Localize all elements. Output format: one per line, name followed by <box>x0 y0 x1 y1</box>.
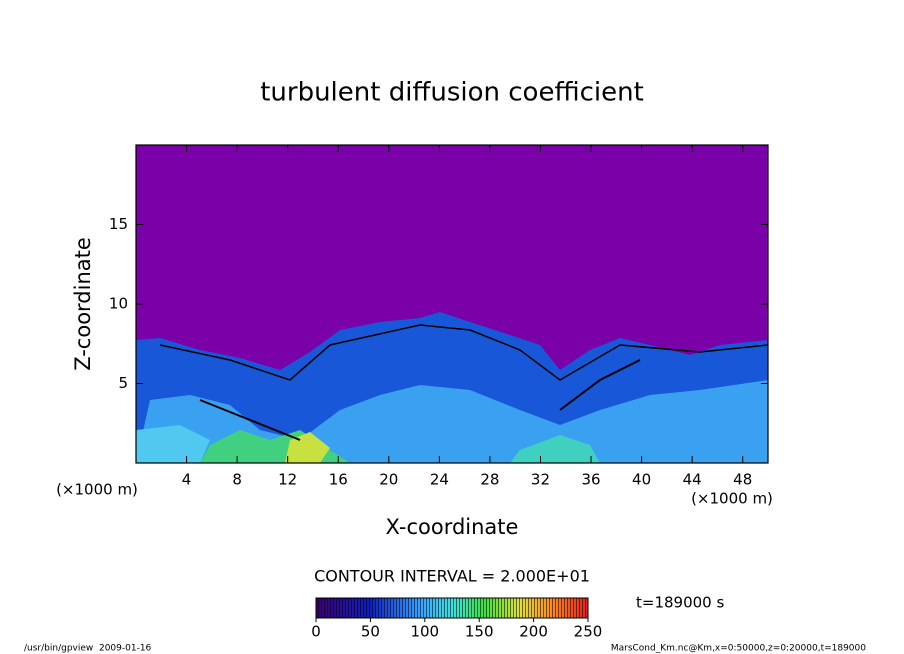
y-axis-label: Z-coordinate <box>71 237 95 371</box>
x-axis-label: X-coordinate <box>386 515 519 539</box>
x-tick-label: 36 <box>581 471 600 489</box>
y-tick-label: 5 <box>118 374 128 392</box>
x-tick-label: 40 <box>632 471 651 489</box>
colorbar-frame <box>315 597 589 619</box>
x-tick-label: 24 <box>430 471 449 489</box>
colorbar-tick-label: 50 <box>361 623 380 641</box>
x-tick-label: 8 <box>232 471 242 489</box>
colorbar-tick-label: 100 <box>410 623 439 641</box>
x-tick-label: 12 <box>278 471 297 489</box>
y-tick-label: 15 <box>109 215 128 233</box>
chart-title: turbulent diffusion coefficient <box>260 78 644 108</box>
footer-right: MarsCond_Km.nc@Km,x=0:50000,z=0:20000,t=… <box>611 644 866 654</box>
field <box>136 145 769 463</box>
x-tick-label: 28 <box>480 471 499 489</box>
x-tick-label: 32 <box>531 471 550 489</box>
y-unit: (×1000 m) <box>56 481 138 499</box>
x-unit: (×1000 m) <box>691 490 773 508</box>
y-tick-label: 10 <box>109 295 128 313</box>
contour-interval: CONTOUR INTERVAL = 2.000E+01 <box>314 567 590 586</box>
colorbar-tick-label: 0 <box>311 623 321 641</box>
footer-left: /usr/bin/gpview 2009-01-16 <box>24 644 152 654</box>
x-tick-label: 4 <box>182 471 192 489</box>
time-label: t=189000 s <box>636 594 724 612</box>
x-tick-label: 48 <box>733 471 752 489</box>
x-tick-label: 16 <box>329 471 348 489</box>
colorbar-tick-label: 200 <box>519 623 548 641</box>
x-tick-label: 20 <box>379 471 398 489</box>
colorbar-tick-label: 150 <box>465 623 494 641</box>
x-tick-label: 44 <box>683 471 702 489</box>
colorbar-tick-label: 250 <box>574 623 603 641</box>
